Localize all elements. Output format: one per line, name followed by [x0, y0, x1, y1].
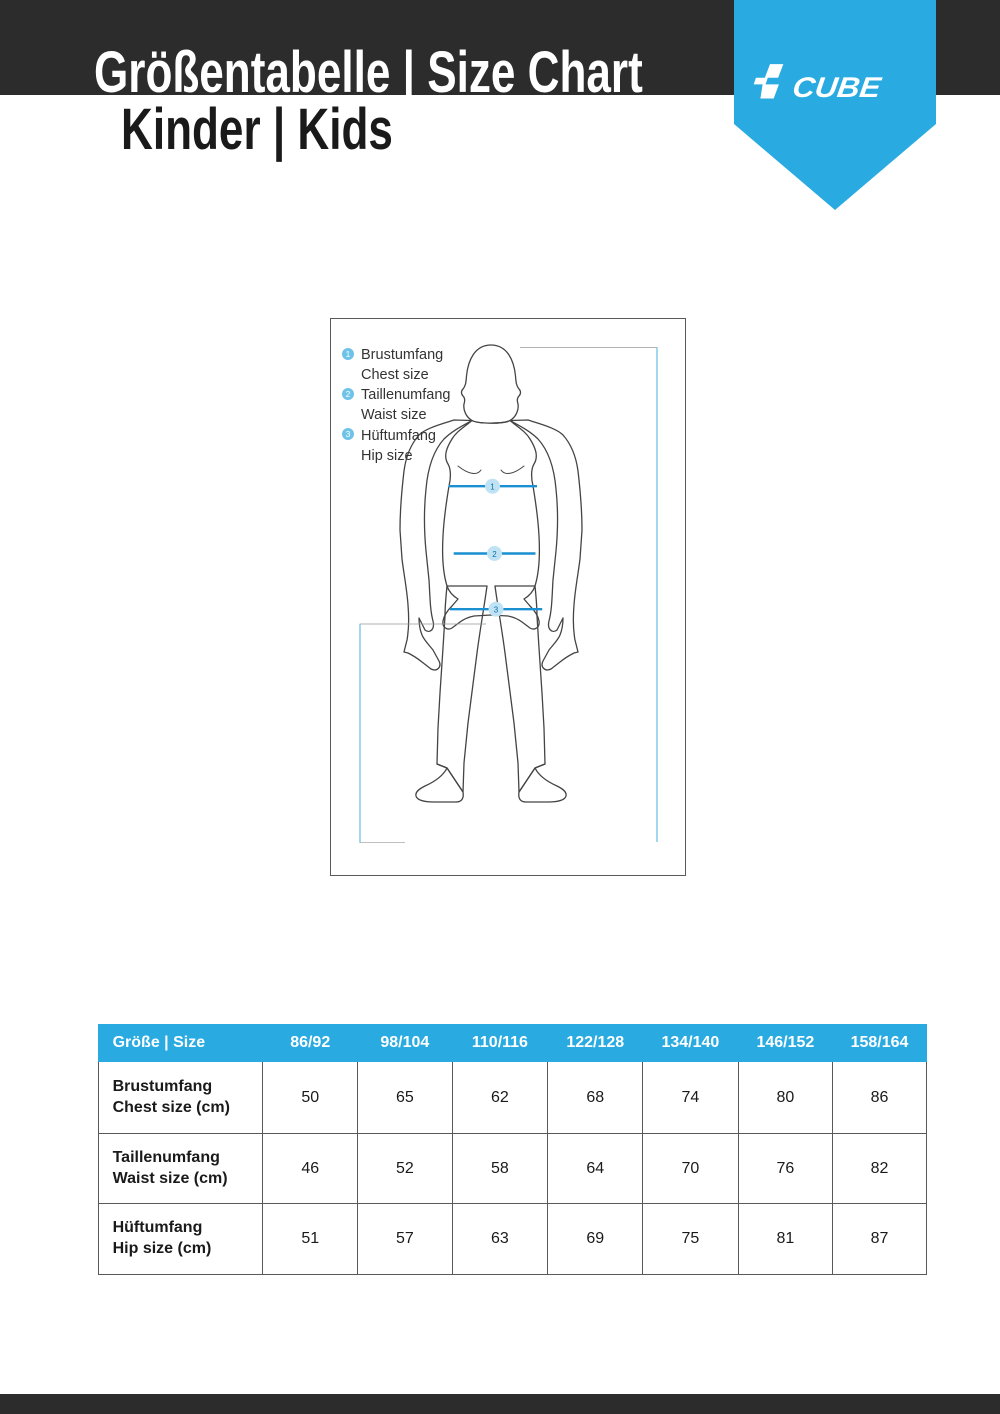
- svg-text:1: 1: [490, 483, 495, 492]
- svg-text:2: 2: [492, 550, 497, 559]
- svg-text:3: 3: [494, 606, 499, 615]
